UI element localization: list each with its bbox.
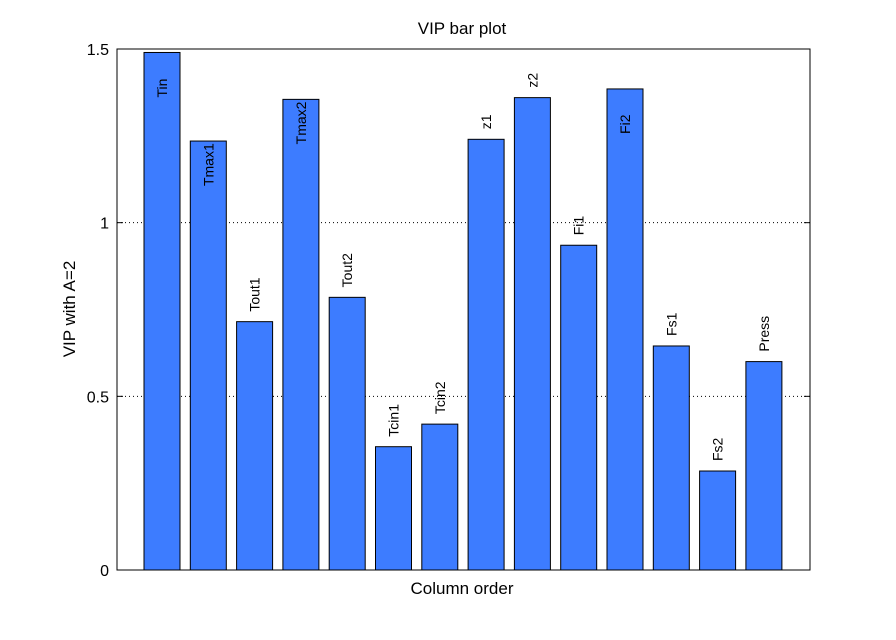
bar-label-z1: z1 [478,114,494,129]
bar-label-z2: z2 [524,73,540,88]
bars [143,51,783,571]
bar-tin [143,51,181,571]
bar-label-tcin2: Tcin2 [432,381,448,414]
bar-label-fs1: Fs1 [663,312,679,336]
y-tick-label: 1 [100,216,109,233]
bar-labels: Tin Tmax1 Tout1 Tmax2 Tout2 Tcin1 Tcin2 z1 z2 Fi1… [154,73,772,461]
bar-label-press: Press [756,316,772,352]
bar-tmax1 [189,140,227,571]
y-tick-label: 1.5 [87,42,109,59]
bar-tmax2 [282,98,320,571]
x-axis-label: Column order [411,579,514,598]
bar-label-tin: Tin [154,79,170,98]
bar-label-tout1: Tout1 [247,277,263,311]
bar-tout2 [328,296,366,571]
bar-label-fi1: Fi1 [571,216,587,236]
y-tick-label: 0 [100,563,109,580]
bar-label-tmax2: Tmax2 [293,101,309,144]
bar-fi2 [606,88,644,571]
bar-fs1 [652,345,690,571]
bar-label-tout2: Tout2 [339,253,355,287]
chart-title: VIP bar plot [418,19,507,38]
bar-tout1 [236,321,274,571]
bar-press [745,361,783,571]
bar-z2 [513,97,551,571]
y-tick-label: 0.5 [87,389,109,406]
bar-tcin1 [375,446,412,571]
bar-label-tcin1: Tcin1 [386,404,402,437]
plot-frame [116,48,811,571]
bar-z1 [467,138,505,571]
bar-label-fi2: Fi2 [617,114,633,134]
bar-label-fs2: Fs2 [710,437,726,461]
bar-label-tmax1: Tmax1 [200,143,216,186]
bar-fs2 [699,470,737,571]
bar-fi1 [560,244,598,571]
y-axis-label: VIP with A=2 [60,261,79,358]
y-ticks: 0 0.5 1 1.5 [87,42,810,580]
bar-tcin2 [421,423,459,571]
